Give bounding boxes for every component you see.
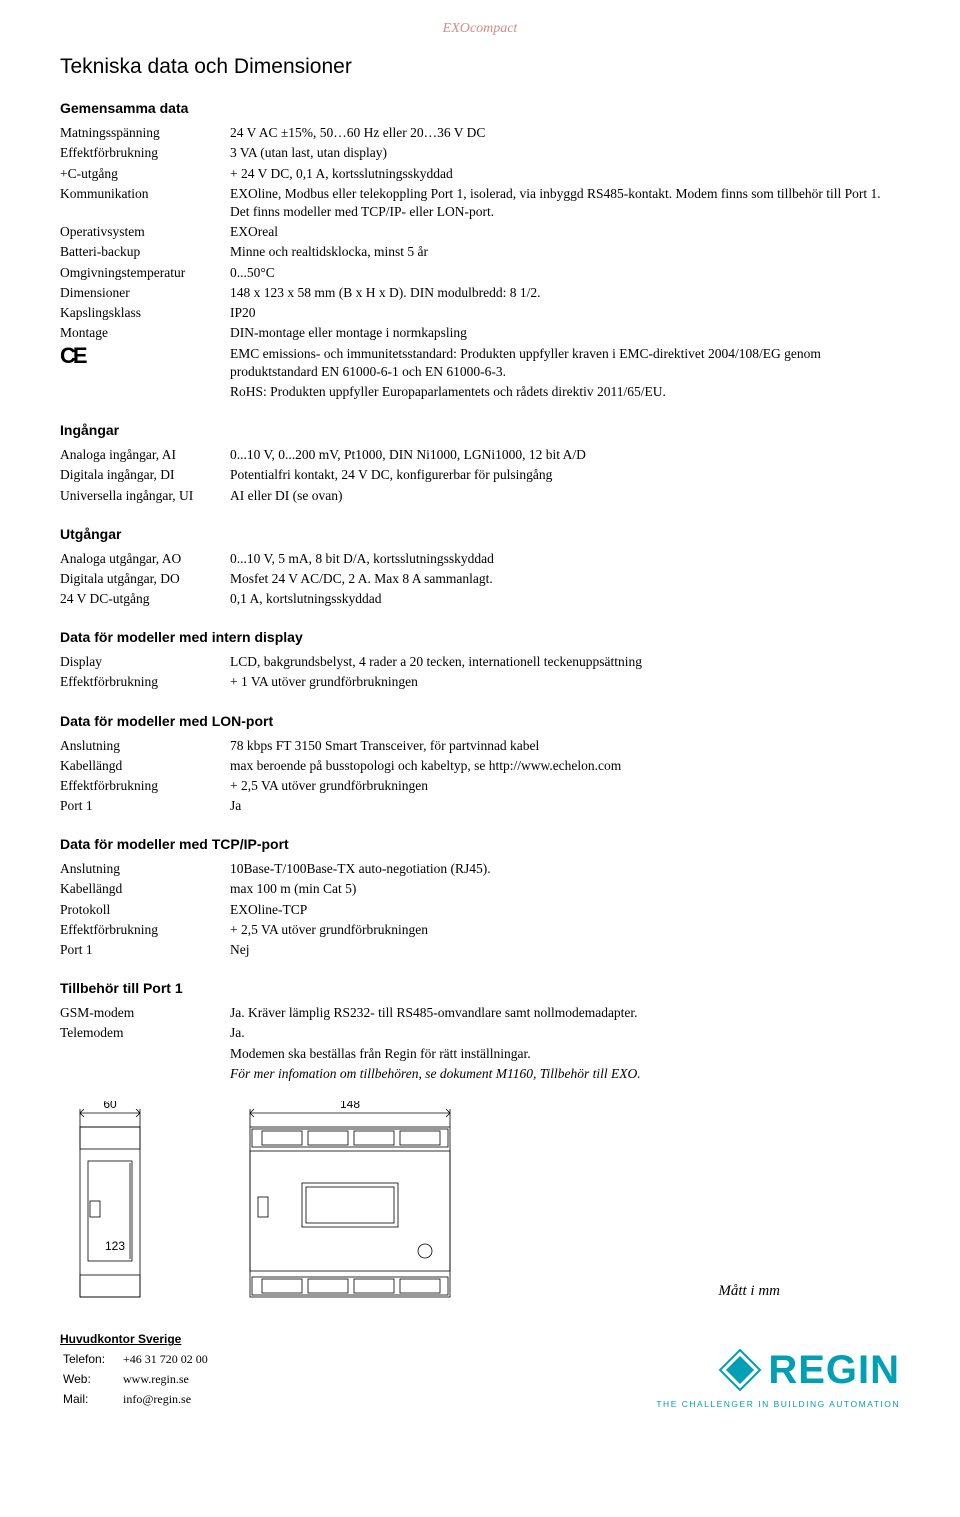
spec-label: Anslutning [60, 737, 230, 757]
spec-value: max 100 m (min Cat 5) [230, 880, 900, 900]
section-tcpip-head: Data för modeller med TCP/IP-port [60, 835, 900, 854]
regin-logo-text: REGIN [768, 1343, 900, 1397]
spec-label: Analoga utgångar, AO [60, 550, 230, 570]
spec-label: Telemodem [60, 1024, 230, 1044]
spec-label: Port 1 [60, 941, 230, 961]
spec-value: LCD, bakgrundsbelyst, 4 rader a 20 tecke… [230, 653, 900, 673]
page-title: Tekniska data och Dimensioner [60, 53, 900, 81]
footer-value: info@regin.se [122, 1390, 209, 1408]
spec-value: IP20 [230, 304, 900, 324]
footer-value: www.regin.se [122, 1370, 209, 1388]
footer-label: Web: [62, 1370, 120, 1388]
spec-label: Display [60, 653, 230, 673]
section-lon-head: Data för modeller med LON-port [60, 712, 900, 731]
spec-value: 0,1 A, kortslutningsskyddad [230, 590, 900, 610]
spec-value: EXOline-TCP [230, 901, 900, 921]
spec-label: Anslutning [60, 860, 230, 880]
spec-label: Effektförbrukning [60, 144, 230, 164]
spec-label: Matningsspänning [60, 124, 230, 144]
spec-value: + 2,5 VA utöver grundförbrukningen [230, 777, 900, 797]
spec-value: EXOline, Modbus eller telekoppling Port … [230, 185, 900, 223]
regin-tagline: THE CHALLENGER IN BUILDING AUTOMATION [656, 1399, 900, 1410]
spec-label: Omgivningstemperatur [60, 264, 230, 284]
spec-label: Kommunikation [60, 185, 230, 223]
spec-label: Kabellängd [60, 880, 230, 900]
section-interndisplay-head: Data för modeller med intern display [60, 628, 900, 647]
ce-rohs-text: RoHS: Produkten uppfyller Europaparlamen… [230, 383, 900, 403]
spec-value: 0...50°C [230, 264, 900, 284]
spec-value: 78 kbps FT 3150 Smart Transceiver, för p… [230, 737, 900, 757]
utgangar-table: Analoga utgångar, AO0...10 V, 5 mA, 8 bi… [60, 550, 900, 611]
spec-value: 0...10 V, 5 mA, 8 bit D/A, kortsslutning… [230, 550, 900, 570]
spec-value: DIN-montage eller montage i normkapsling [230, 324, 900, 344]
spec-value: 10Base-T/100Base-TX auto-negotiation (RJ… [230, 860, 900, 880]
gemensamma-table: Matningsspänning24 V AC ±15%, 50…60 Hz e… [60, 124, 900, 403]
spec-label: Batteri-backup [60, 243, 230, 263]
footer-label: Mail: [62, 1390, 120, 1408]
spec-value: Potentialfri kontakt, 24 V DC, konfigure… [230, 466, 900, 486]
footer-label: Telefon: [62, 1350, 120, 1368]
side-view-svg: 60 [60, 1101, 170, 1311]
spec-label: Effektförbrukning [60, 777, 230, 797]
tcpip-table: Anslutning10Base-T/100Base-TX auto-negot… [60, 860, 900, 961]
spec-label: 24 V DC-utgång [60, 590, 230, 610]
spec-label: GSM-modem [60, 1004, 230, 1024]
page-footer: Huvudkontor Sverige Telefon:+46 31 720 0… [60, 1331, 900, 1410]
front-width-label: 148 [340, 1101, 360, 1111]
spec-value: 0...10 V, 0...200 mV, Pt1000, DIN Ni1000… [230, 446, 900, 466]
spec-label: Dimensioner [60, 284, 230, 304]
tillbehor-table: GSM-modemJa. Kräver lämplig RS232- till … [60, 1004, 900, 1085]
header-watermark: EXOcompact [60, 20, 900, 39]
footer-value: +46 31 720 02 00 [122, 1350, 209, 1368]
office-heading: Huvudkontor Sverige [60, 1331, 211, 1347]
front-view-svg: 148 [210, 1101, 530, 1311]
spec-label: Kabellängd [60, 757, 230, 777]
section-ingangar-head: Ingångar [60, 421, 900, 440]
spec-value: AI eller DI (se ovan) [230, 487, 900, 507]
spec-label: Digitala ingångar, DI [60, 466, 230, 486]
ingangar-table: Analoga ingångar, AI0...10 V, 0...200 mV… [60, 446, 900, 507]
spec-value: + 2,5 VA utöver grundförbrukningen [230, 921, 900, 941]
dimension-diagram: 60 [60, 1101, 900, 1311]
spec-value: 148 x 123 x 58 mm (B x H x D). DIN modul… [230, 284, 900, 304]
spec-label: Montage [60, 324, 230, 344]
spec-value: Nej [230, 941, 900, 961]
interndisplay-table: DisplayLCD, bakgrundsbelyst, 4 rader a 2… [60, 653, 900, 693]
spec-value: max beroende på busstopologi och kabelty… [230, 757, 900, 777]
section-gemensamma-head: Gemensamma data [60, 99, 900, 118]
spec-label: Operativsystem [60, 223, 230, 243]
spec-value: EXOreal [230, 223, 900, 243]
tillbehor-extra1: Modemen ska beställas från Regin för rät… [230, 1045, 900, 1065]
spec-value: 24 V AC ±15%, 50…60 Hz eller 20…36 V DC [230, 124, 900, 144]
spec-label: Protokoll [60, 901, 230, 921]
tillbehor-extra2: För mer infomation om tillbehören, se do… [230, 1065, 900, 1085]
spec-label: Universella ingångar, UI [60, 487, 230, 507]
regin-logo-icon [718, 1348, 762, 1392]
spec-value: Ja [230, 797, 900, 817]
spec-value: Mosfet 24 V AC/DC, 2 A. Max 8 A sammanla… [230, 570, 900, 590]
spec-value: Minne och realtidsklocka, minst 5 år [230, 243, 900, 263]
spec-label: Kapslingsklass [60, 304, 230, 324]
side-width-label: 60 [103, 1101, 117, 1111]
spec-value: + 1 VA utöver grundförbrukningen [230, 673, 900, 693]
spec-label: +C-utgång [60, 165, 230, 185]
section-tillbehor-head: Tillbehör till Port 1 [60, 979, 900, 998]
spec-label: Digitala utgångar, DO [60, 570, 230, 590]
spec-label: Port 1 [60, 797, 230, 817]
spec-label: Effektförbrukning [60, 673, 230, 693]
lon-table: Anslutning78 kbps FT 3150 Smart Transcei… [60, 737, 900, 818]
spec-label: Effektförbrukning [60, 921, 230, 941]
spec-value: + 24 V DC, 0,1 A, kortsslutningsskyddad [230, 165, 900, 185]
spec-value: 3 VA (utan last, utan display) [230, 144, 900, 164]
section-utgangar-head: Utgångar [60, 525, 900, 544]
spec-value: Ja. [230, 1024, 900, 1044]
spec-value: Ja. Kräver lämplig RS232- till RS485-omv… [230, 1004, 900, 1024]
ce-emc-text: EMC emissions- och immunitetsstandard: P… [230, 346, 821, 379]
spec-label: Analoga ingångar, AI [60, 446, 230, 466]
ce-mark: CE [60, 345, 230, 383]
height-label: 123 [60, 1238, 170, 1254]
